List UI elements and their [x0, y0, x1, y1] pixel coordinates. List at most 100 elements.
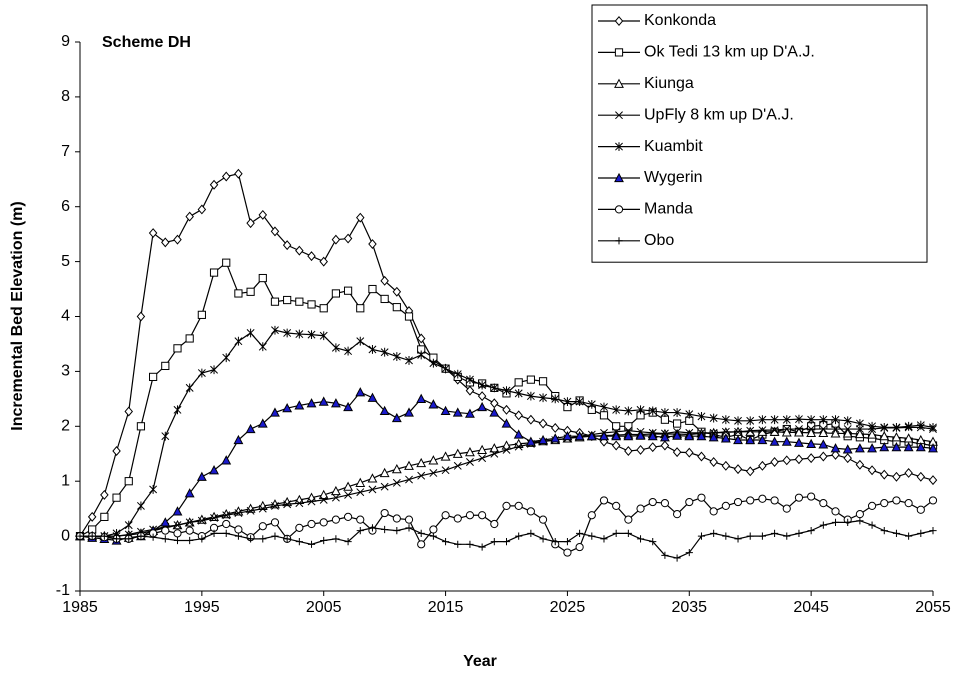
data-point — [697, 451, 706, 462]
data-point — [722, 532, 730, 540]
data-point — [234, 168, 243, 179]
data-point — [428, 455, 439, 465]
data-point — [746, 416, 755, 426]
data-point — [709, 457, 718, 467]
x-tick-label: 2055 — [915, 599, 951, 616]
data-point — [599, 496, 609, 505]
data-point — [733, 434, 743, 445]
data-point — [344, 490, 353, 499]
data-point — [794, 427, 804, 437]
data-point — [588, 532, 596, 540]
data-point — [916, 505, 925, 514]
data-point — [222, 353, 231, 363]
data-point — [819, 521, 827, 529]
data-point — [173, 521, 182, 530]
data-point — [672, 447, 682, 458]
data-point — [478, 380, 487, 390]
x-tick-label: 2015 — [428, 599, 464, 616]
data-point — [465, 385, 475, 396]
data-point — [526, 507, 535, 516]
data-point — [831, 518, 840, 526]
data-point — [148, 228, 158, 239]
data-point — [842, 444, 853, 454]
data-point — [172, 506, 183, 516]
data-point — [344, 346, 353, 356]
data-point — [173, 529, 182, 538]
data-point — [721, 501, 730, 511]
data-point — [392, 352, 401, 361]
data-point — [795, 414, 803, 424]
data-point — [831, 415, 840, 425]
data-point — [501, 418, 512, 428]
data-point — [842, 428, 853, 438]
data-point — [624, 406, 633, 416]
data-point — [405, 356, 413, 365]
data-point — [490, 519, 499, 529]
data-point — [502, 404, 511, 415]
data-point — [879, 441, 890, 452]
data-point — [161, 526, 170, 535]
data-point — [222, 511, 231, 520]
data-point — [709, 413, 718, 423]
data-point — [307, 540, 316, 548]
y-tick-label: 3 — [61, 363, 70, 380]
data-point — [209, 179, 219, 190]
data-point — [454, 540, 462, 548]
legend-marker — [614, 16, 624, 26]
data-point — [915, 441, 926, 452]
data-point — [502, 501, 511, 511]
data-point — [197, 310, 206, 319]
data-point — [88, 532, 96, 540]
data-point — [733, 497, 743, 507]
data-point — [478, 454, 487, 463]
data-point — [758, 415, 767, 425]
x-tick-label: 1985 — [62, 599, 98, 616]
data-point — [112, 535, 121, 543]
data-point — [514, 442, 523, 451]
data-point — [514, 501, 523, 511]
data-point — [271, 501, 279, 510]
data-point — [453, 369, 462, 379]
data-point — [404, 460, 414, 470]
data-point — [428, 399, 439, 409]
data-point — [673, 419, 682, 428]
data-point — [355, 477, 366, 487]
data-point — [734, 535, 742, 543]
data-point — [624, 426, 633, 435]
data-point — [234, 532, 243, 540]
y-tick-label: 7 — [61, 143, 70, 160]
data-point — [892, 471, 901, 482]
data-point — [331, 493, 340, 502]
data-point — [685, 497, 694, 507]
data-point — [184, 488, 195, 498]
data-point — [343, 481, 354, 491]
data-point — [441, 537, 450, 546]
data-point — [710, 529, 718, 537]
data-point — [307, 251, 316, 262]
data-point — [807, 425, 816, 433]
data-point — [295, 499, 304, 508]
data-point — [417, 471, 426, 480]
data-point — [659, 432, 670, 442]
data-point — [429, 525, 438, 534]
data-point — [306, 398, 317, 408]
data-point — [295, 537, 303, 546]
data-point — [795, 529, 803, 537]
data-point — [574, 431, 585, 441]
data-point — [905, 532, 913, 540]
data-point — [697, 412, 706, 421]
data-point — [478, 511, 487, 520]
data-point — [562, 431, 573, 441]
data-point — [538, 418, 548, 429]
data-point — [599, 411, 609, 420]
legend-box — [591, 4, 928, 263]
data-point — [819, 499, 828, 508]
data-point — [185, 383, 194, 393]
data-point — [661, 551, 669, 559]
data-point — [745, 466, 755, 477]
data-point — [404, 312, 414, 321]
data-point — [697, 532, 706, 540]
data-point — [125, 535, 133, 543]
data-point — [648, 497, 657, 507]
data-point — [453, 461, 462, 470]
